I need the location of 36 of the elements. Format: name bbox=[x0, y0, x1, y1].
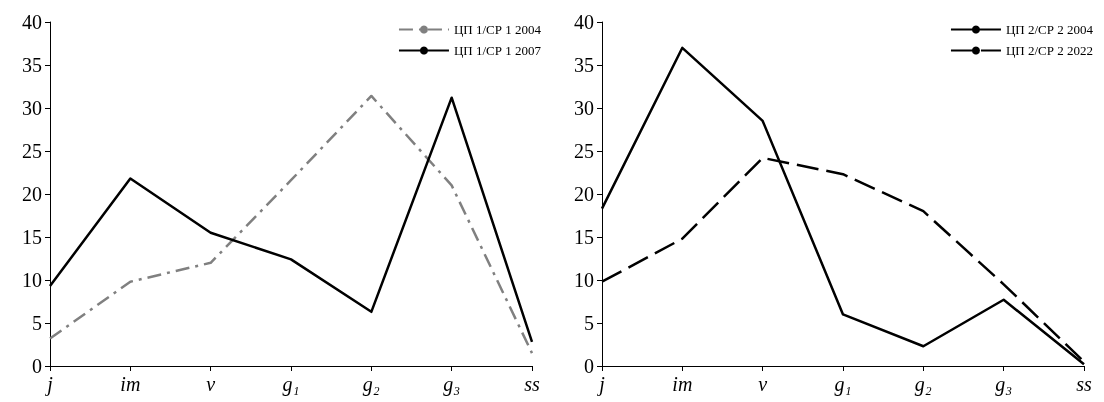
x-tick-label: v bbox=[206, 373, 216, 395]
y-tick-label: 10 bbox=[574, 269, 594, 291]
legend-label: ЦП 1/СР 1 2007 bbox=[453, 43, 542, 58]
x-tick-label: j bbox=[596, 373, 606, 396]
x-tick-label: im bbox=[672, 373, 693, 395]
y-tick-label: 30 bbox=[574, 97, 594, 119]
x-tick-label: j bbox=[44, 373, 54, 396]
legend-label: ЦП 2/СР 2 2004 bbox=[1005, 22, 1094, 37]
x-tick-label: v bbox=[758, 373, 768, 395]
x-tick-label: im bbox=[120, 373, 141, 395]
y-tick-label: 25 bbox=[22, 140, 42, 162]
y-tick-label: 25 bbox=[574, 140, 594, 162]
y-tick-label: 0 bbox=[32, 355, 42, 377]
y-tick-label: 5 bbox=[32, 312, 42, 334]
y-tick-label: 35 bbox=[22, 54, 42, 76]
y-tick-label: 40 bbox=[574, 11, 594, 33]
legend-label: ЦП 2/СР 2 2022 bbox=[1005, 43, 1094, 58]
y-tick-label: 10 bbox=[22, 269, 42, 291]
x-tick-label: ss bbox=[524, 373, 540, 395]
y-tick-label: 20 bbox=[22, 183, 42, 205]
y-tick-label: 15 bbox=[574, 226, 594, 248]
legend-label: ЦП 1/СР 1 2004 bbox=[453, 22, 542, 37]
x-tick-label: g₁ bbox=[834, 373, 852, 396]
y-tick-label: 5 bbox=[584, 312, 594, 334]
y-tick-label: 30 bbox=[22, 97, 42, 119]
y-tick-label: 20 bbox=[574, 183, 594, 205]
y-tick-label: 0 bbox=[584, 355, 594, 377]
x-tick-label: g₃ bbox=[443, 373, 461, 396]
y-tick-label: 35 bbox=[574, 54, 594, 76]
x-tick-label: g₂ bbox=[362, 373, 380, 396]
x-tick-label: g₁ bbox=[282, 373, 300, 396]
x-tick-label: g₃ bbox=[995, 373, 1013, 396]
x-tick-label: g₂ bbox=[914, 373, 932, 396]
x-tick-label: ss bbox=[1076, 373, 1092, 395]
y-tick-label: 15 bbox=[22, 226, 42, 248]
y-tick-label: 40 bbox=[22, 11, 42, 33]
